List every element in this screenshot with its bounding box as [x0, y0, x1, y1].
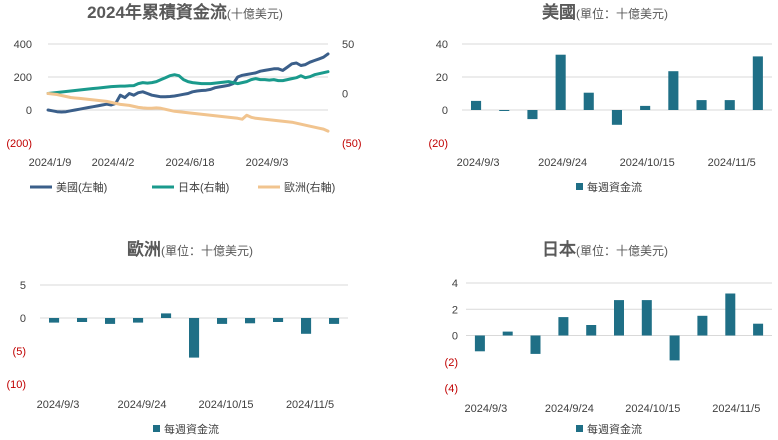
- bar: [586, 325, 597, 336]
- x-tick: 2024/11/5: [712, 403, 760, 415]
- bar: [49, 318, 60, 323]
- y-tick: 2: [452, 304, 458, 316]
- legend-label: 美國(左軸): [56, 180, 107, 194]
- bar: [555, 54, 566, 110]
- y-tick: 5: [20, 280, 26, 292]
- y-tick-left: 400: [14, 39, 32, 51]
- y-tick-left: 0: [26, 105, 32, 117]
- x-tick: 2024/1/9: [29, 157, 72, 169]
- x-tick: 2024/10/15: [620, 157, 675, 169]
- japan-bar-chart: 日本(單位：十億美元) 4 2 0 (2) (4) 2024/9/3 2024/9/24 202…: [445, 239, 772, 436]
- legend-label: 每週資金流: [164, 422, 219, 436]
- title-main: 日本: [542, 239, 576, 259]
- title-sub: (十億美元): [227, 7, 283, 21]
- bar: [161, 313, 172, 318]
- bar: [189, 318, 200, 358]
- y-tick: (10): [6, 379, 26, 391]
- title-main: 歐洲: [127, 239, 161, 259]
- y-tick: (5): [13, 346, 26, 358]
- x-tick: 2024/9/3: [246, 157, 289, 169]
- bar: [77, 318, 88, 322]
- bar: [611, 110, 622, 125]
- title-main: 2024年累積資金流: [87, 2, 227, 22]
- y-tick: 0: [452, 331, 458, 343]
- bar: [669, 335, 680, 361]
- bar: [752, 56, 763, 110]
- bar: [640, 105, 651, 110]
- bar: [696, 100, 707, 110]
- legend-label: 歐洲(右軸): [284, 180, 335, 194]
- y-tick: (20): [428, 138, 448, 150]
- x-tick: 2024/6/18: [166, 157, 215, 169]
- x-tick: 2024/9/24: [118, 399, 167, 411]
- legend-swatch: [576, 425, 583, 432]
- bar: [668, 71, 679, 110]
- y-tick-left: (200): [6, 138, 32, 150]
- x-tick: 2024/9/3: [37, 399, 80, 411]
- x-tick: 2024/9/24: [545, 403, 594, 415]
- bar: [527, 110, 538, 120]
- bar: [725, 293, 736, 336]
- bar: [530, 335, 541, 354]
- japan-chart-title: 日本(單位：十億美元): [542, 239, 668, 259]
- title-main: 美國: [542, 2, 576, 22]
- legend-swatch: [576, 183, 583, 190]
- series-line-europe: [46, 92, 330, 133]
- us-chart-title: 美國(單位：十億美元): [542, 2, 668, 22]
- title-sub: (單位：十億美元): [576, 243, 668, 258]
- bar: [753, 323, 764, 336]
- x-tick: 2024/9/3: [457, 157, 500, 169]
- bar: [614, 300, 624, 336]
- bar: [583, 92, 594, 110]
- y-tick-right: (50): [342, 138, 362, 150]
- y-tick-right: 50: [342, 39, 354, 51]
- bar: [471, 100, 482, 110]
- x-tick: 2024/10/15: [198, 399, 253, 411]
- bar: [724, 100, 735, 110]
- cumulative-chart-title: 2024年累積資金流(十億美元): [87, 2, 283, 22]
- x-tick: 2024/9/3: [464, 403, 507, 415]
- y-tick-left: 200: [14, 72, 32, 84]
- legend-swatch: [153, 425, 160, 432]
- europe-bar-chart: 歐洲(單位：十億美元) 5 0 (5) (10) 2024/9/3 2024/9/24 202…: [6, 239, 348, 436]
- bar: [301, 318, 312, 334]
- y-tick: (4): [445, 383, 458, 395]
- bar: [558, 317, 569, 336]
- series-line-japan: [46, 70, 330, 95]
- bar: [329, 318, 340, 324]
- y-tick-right: 0: [342, 89, 348, 101]
- legend-label: 每週資金流: [587, 180, 642, 194]
- y-tick: 4: [452, 278, 458, 290]
- bar: [499, 110, 510, 111]
- bar: [133, 318, 144, 323]
- bar: [474, 335, 485, 352]
- x-tick: 2024/9/24: [538, 157, 587, 169]
- bar: [697, 315, 708, 336]
- series-line-us: [46, 52, 330, 114]
- x-tick: 2024/4/2: [92, 157, 135, 169]
- europe-chart-title: 歐洲(單位：十億美元): [127, 239, 253, 259]
- bar: [502, 331, 513, 336]
- legend-label: 日本(右軸): [178, 180, 229, 194]
- legend-label: 每週資金流: [587, 422, 642, 436]
- y-tick: 40: [436, 39, 448, 51]
- title-sub: (單位：十億美元): [161, 243, 253, 258]
- title-sub: (單位：十億美元): [576, 6, 668, 21]
- y-tick: 0: [20, 313, 26, 325]
- us-bar-chart: 美國(單位：十億美元) 40 20 0 (20) 2024/9/3 2024/9/24 202…: [428, 2, 772, 194]
- bar: [105, 318, 116, 324]
- y-tick: 0: [442, 105, 448, 117]
- bar: [641, 300, 652, 336]
- x-tick: 2024/11/5: [708, 157, 756, 169]
- x-tick: 2024/10/15: [625, 403, 680, 415]
- cumulative-chart: 2024年累積資金流(十億美元) 400 200 0 (200) 50 0 (50) 2024/…: [6, 2, 361, 194]
- y-tick: 20: [436, 72, 448, 84]
- bar: [245, 318, 256, 324]
- y-tick: (2): [445, 357, 458, 369]
- bar: [217, 318, 228, 324]
- bar: [273, 318, 284, 322]
- x-tick: 2024/11/5: [286, 399, 334, 411]
